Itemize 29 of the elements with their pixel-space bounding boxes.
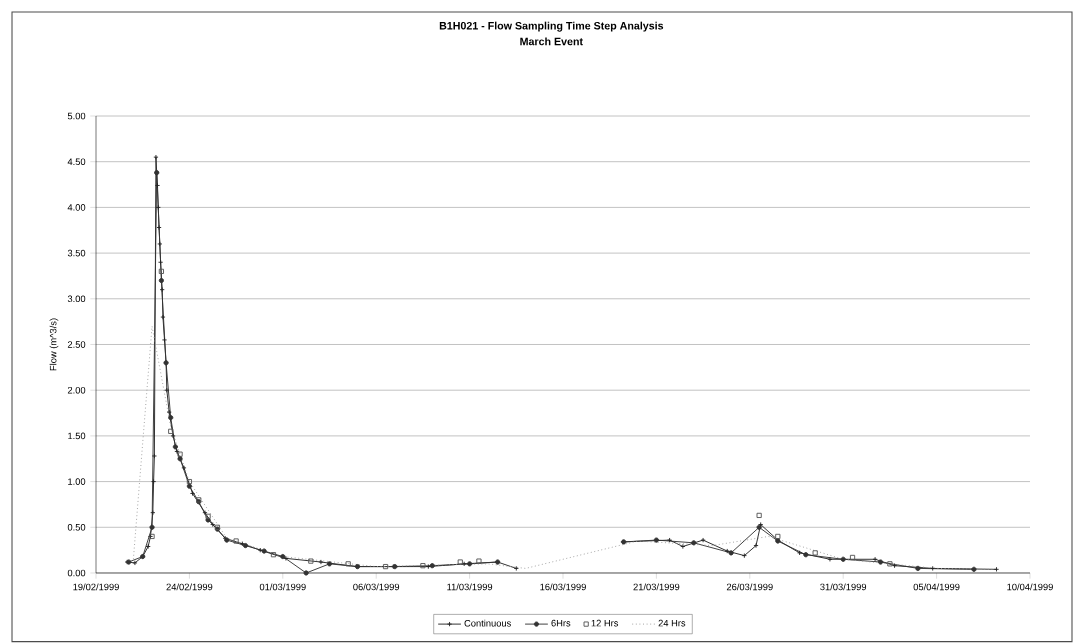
y-tick-label: 1.00 [68,478,86,485]
chart-title: B1H021 - Flow Sampling Time Step Analysis [439,21,664,32]
y-tick-label: 1.50 [68,432,86,440]
x-tick-label: 11/03/1999 [447,583,493,591]
y-tick-label: 3.00 [67,295,86,303]
x-tick-label: 26/03/1999 [726,583,773,591]
y-tick-label: 3.50 [67,249,86,257]
x-tick-label: 01/03/1999 [259,583,306,591]
x-tick-label: 06/03/1999 [353,583,400,591]
x-tick-label: 05/04/1999 [913,583,960,591]
chart-subtitle: March Event [520,37,583,46]
x-tick-label: 24/02/1999 [166,583,213,591]
y-tick-label: 2.00 [67,386,86,394]
y-tick-label: 0.00 [67,569,86,577]
x-tick-label: 19/02/1999 [73,583,119,591]
y-axis-title: Flow (m^3/s) [49,318,59,371]
y-tick-label: 2.50 [67,341,86,348]
y-tick-label: 4.00 [67,204,86,211]
y-tick-label: 5.00 [67,112,86,120]
x-tick-label: 10/04/1999 [1007,583,1053,591]
legend-label: 6Hrs [551,619,571,627]
x-tick-label: 16/03/1999 [540,583,586,591]
legend-label: 24 Hrs [658,619,686,627]
y-tick-label: 0.50 [67,524,86,531]
y-tick-label: 4.50 [67,158,86,165]
legend-label: Continuous [464,619,511,627]
x-tick-label: 31/03/1999 [820,583,867,591]
x-tick-label: 21/03/1999 [633,583,680,591]
legend-label: 12 Hrs [591,619,619,627]
